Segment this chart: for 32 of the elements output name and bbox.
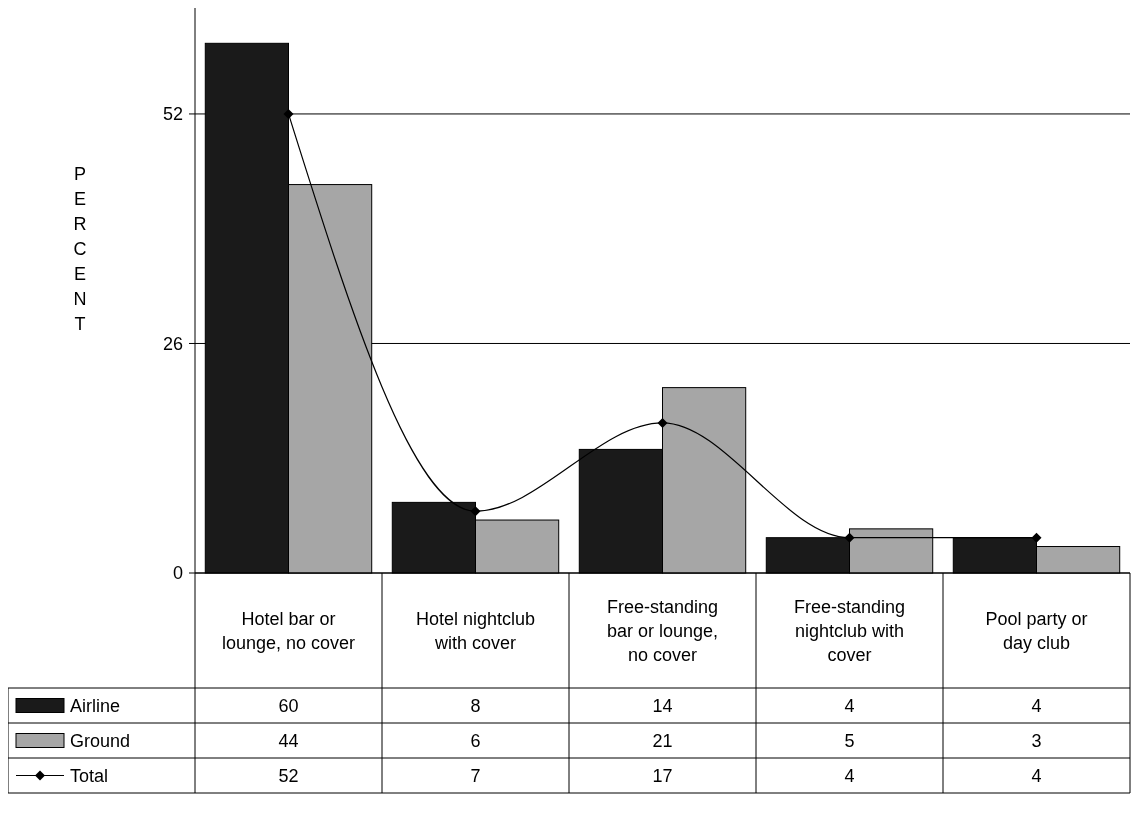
data-label: 52 bbox=[278, 765, 299, 786]
data-label: 17 bbox=[652, 765, 673, 786]
y-axis-title: PERCENT bbox=[73, 164, 87, 334]
data-label: 3 bbox=[1031, 730, 1042, 751]
point bbox=[657, 417, 668, 428]
point bbox=[283, 108, 294, 119]
legend-label: Airline bbox=[70, 695, 121, 716]
y-tick-label: 26 bbox=[162, 333, 183, 354]
data-label: 4 bbox=[1031, 695, 1042, 716]
legend-label: Ground bbox=[70, 730, 131, 751]
data-label: 14 bbox=[652, 695, 673, 716]
point bbox=[844, 532, 855, 543]
data-label: 4 bbox=[844, 695, 855, 716]
x-tick-label: Free-standing bar or lounge, no cover bbox=[606, 596, 719, 665]
point bbox=[1031, 532, 1042, 543]
data-label: 7 bbox=[470, 765, 481, 786]
legend-label: Total bbox=[70, 765, 109, 786]
x-tick-label: Hotel nightclub with cover bbox=[415, 608, 536, 653]
point bbox=[470, 506, 481, 517]
x-tick-label: Pool party or day club bbox=[985, 608, 1088, 653]
data-label: 6 bbox=[470, 730, 481, 751]
data-label: 4 bbox=[1031, 765, 1042, 786]
x-tick-label: Free-standing nightclub with cover bbox=[793, 596, 906, 665]
data-label: 60 bbox=[278, 695, 299, 716]
data-label: 8 bbox=[470, 695, 481, 716]
data-label: 5 bbox=[844, 730, 855, 751]
data-label: 21 bbox=[652, 730, 673, 751]
data-label: 4 bbox=[844, 765, 855, 786]
x-tick-label: Hotel bar or lounge, no cover bbox=[221, 608, 356, 653]
data-label: 44 bbox=[278, 730, 299, 751]
y-tick-label: 0 bbox=[172, 563, 183, 584]
y-tick-label: 52 bbox=[162, 104, 183, 125]
